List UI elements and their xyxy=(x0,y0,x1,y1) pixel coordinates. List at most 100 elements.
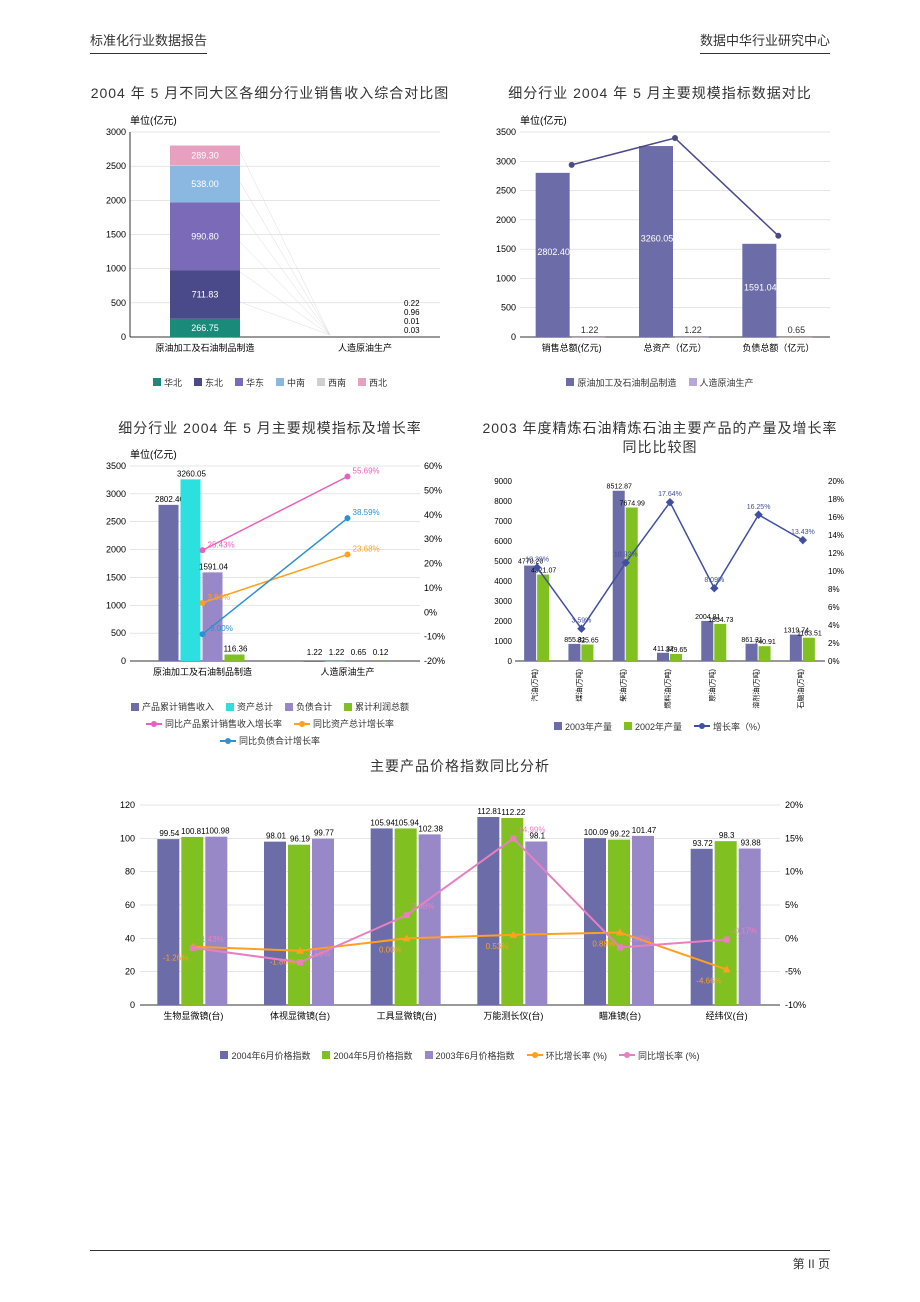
svg-text:8512.87: 8512.87 xyxy=(607,484,632,491)
svg-text:3000: 3000 xyxy=(106,127,126,137)
svg-text:-0.17%: -0.17% xyxy=(732,926,757,935)
svg-text:6%: 6% xyxy=(828,603,840,612)
svg-text:-20%: -20% xyxy=(424,656,445,666)
legend-item: 同比资产总计增长率 xyxy=(294,717,394,730)
chart3-title: 细分行业 2004 年 5 月主要规模指标及增长率 xyxy=(90,419,450,439)
svg-text:瞄准镜(台): 瞄准镜(台) xyxy=(599,1010,641,1021)
svg-text:1.22: 1.22 xyxy=(307,648,323,657)
page-header: 标准化行业数据报告 数据中华行业研究中心 xyxy=(0,0,920,54)
chart2-legend: 原油加工及石油制品制造人造原油生产 xyxy=(480,376,840,389)
svg-text:349.65: 349.65 xyxy=(666,647,688,654)
legend-item: 资产总计 xyxy=(226,700,273,713)
legend-item: 同比负债合计增长率 xyxy=(220,734,320,747)
svg-text:原油加工及石油制品制造: 原油加工及石油制品制造 xyxy=(153,666,252,677)
svg-text:93.72: 93.72 xyxy=(693,839,714,848)
legend-item: 华北 xyxy=(153,376,182,389)
svg-text:4%: 4% xyxy=(828,621,840,630)
svg-text:25.43%: 25.43% xyxy=(208,540,235,549)
chart5-legend: 2004年6月价格指数2004年5月价格指数2003年6月价格指数环比增长率 (… xyxy=(90,1049,830,1062)
svg-text:1.22: 1.22 xyxy=(684,325,702,335)
page: 标准化行业数据报告 数据中华行业研究中心 2004 年 5 月不同大区各细分行业… xyxy=(0,0,920,1302)
chart2-title: 细分行业 2004 年 5 月主要规模指标数据对比 xyxy=(480,84,840,104)
svg-text:生物显微镜(台): 生物显微镜(台) xyxy=(163,1010,223,1021)
svg-text:柴油(万吨): 柴油(万吨) xyxy=(619,669,628,702)
legend-item: 增长率（%） xyxy=(694,720,766,733)
legend-item: 西南 xyxy=(317,376,346,389)
legend-item: 人造原油生产 xyxy=(689,376,754,389)
svg-text:500: 500 xyxy=(111,297,126,307)
svg-text:-9.00%: -9.00% xyxy=(208,624,233,633)
svg-text:3260.05: 3260.05 xyxy=(177,470,206,479)
legend-item: 2002年产量 xyxy=(624,720,682,733)
svg-text:40: 40 xyxy=(125,933,135,943)
svg-text:-1.43%: -1.43% xyxy=(198,935,223,944)
svg-text:7674.99: 7674.99 xyxy=(620,500,645,507)
svg-text:3000: 3000 xyxy=(494,597,512,606)
svg-text:3260.05: 3260.05 xyxy=(641,233,674,243)
svg-text:-3.59%: -3.59% xyxy=(305,949,330,958)
svg-text:-5%: -5% xyxy=(785,966,801,976)
svg-text:3.59%: 3.59% xyxy=(571,617,591,624)
svg-text:燃料油(万吨): 燃料油(万吨) xyxy=(663,669,672,709)
svg-text:1.22: 1.22 xyxy=(329,648,345,657)
chart1-box: 2004 年 5 月不同大区各细分行业销售收入综合对比图 单位(亿元)05001… xyxy=(90,74,450,389)
svg-text:原油(万吨): 原油(万吨) xyxy=(707,669,716,702)
svg-text:0.22: 0.22 xyxy=(404,299,420,308)
svg-text:40%: 40% xyxy=(424,510,442,520)
svg-text:538.00: 538.00 xyxy=(191,179,219,189)
chart5-title: 主要产品价格指数同比分析 xyxy=(90,757,830,777)
svg-text:8%: 8% xyxy=(828,585,840,594)
svg-text:16%: 16% xyxy=(828,513,844,522)
svg-text:99.22: 99.22 xyxy=(610,829,631,838)
svg-text:单位(亿元): 单位(亿元) xyxy=(520,114,567,127)
svg-text:20%: 20% xyxy=(424,559,442,569)
chart1-title: 2004 年 5 月不同大区各细分行业销售收入综合对比图 xyxy=(90,84,450,104)
svg-text:-1.26%: -1.26% xyxy=(163,954,188,963)
svg-text:4000: 4000 xyxy=(494,577,512,586)
svg-text:-10%: -10% xyxy=(424,632,445,642)
svg-text:120: 120 xyxy=(120,800,135,810)
svg-text:13.43%: 13.43% xyxy=(791,529,815,536)
legend-item: 东北 xyxy=(194,376,223,389)
svg-text:100.09: 100.09 xyxy=(584,828,609,837)
svg-text:0.00%: 0.00% xyxy=(379,945,402,954)
svg-text:14%: 14% xyxy=(828,531,844,540)
svg-text:12%: 12% xyxy=(828,549,844,558)
svg-text:2500: 2500 xyxy=(106,517,126,527)
chart5-svg: 020406080100120-10%-5%0%5%10%15%20%99.54… xyxy=(90,785,830,1045)
svg-text:1000: 1000 xyxy=(494,637,512,646)
page-footer: 第 II 页 xyxy=(90,1250,830,1272)
svg-text:8000: 8000 xyxy=(494,497,512,506)
svg-text:0.12: 0.12 xyxy=(373,648,389,657)
svg-text:0: 0 xyxy=(511,332,516,342)
chart5-box: 主要产品价格指数同比分析 020406080100120-10%-5%0%5%1… xyxy=(90,757,830,1062)
svg-text:10.39%: 10.39% xyxy=(525,556,549,563)
svg-text:96.19: 96.19 xyxy=(290,834,311,843)
svg-text:3000: 3000 xyxy=(106,489,126,499)
svg-text:3.48%: 3.48% xyxy=(412,902,435,911)
svg-text:14.99%: 14.99% xyxy=(518,825,545,834)
svg-text:98.3: 98.3 xyxy=(719,831,735,840)
svg-text:1591.04: 1591.04 xyxy=(744,282,777,292)
svg-text:105.94: 105.94 xyxy=(370,818,395,827)
svg-text:7000: 7000 xyxy=(494,517,512,526)
svg-text:原油加工及石油制品制造: 原油加工及石油制品制造 xyxy=(155,342,254,353)
legend-item: 同比增长率 (%) xyxy=(619,1049,700,1062)
svg-text:2500: 2500 xyxy=(106,161,126,171)
header-left: 标准化行业数据报告 xyxy=(90,30,207,54)
svg-text:销售总额(亿元): 销售总额(亿元) xyxy=(542,342,602,353)
svg-text:0: 0 xyxy=(121,332,126,342)
legend-item: 西北 xyxy=(358,376,387,389)
charts-grid: 2004 年 5 月不同大区各细分行业销售收入综合对比图 单位(亿元) 0 500 1… xyxy=(0,54,920,747)
svg-text:8.09%: 8.09% xyxy=(704,577,724,584)
svg-text:93.88: 93.88 xyxy=(741,838,762,847)
svg-text:60%: 60% xyxy=(424,461,442,471)
svg-text:工具显微镜(台): 工具显微镜(台) xyxy=(377,1010,437,1021)
legend-item: 同比产品累计销售收入增长率 xyxy=(146,717,282,730)
svg-text:-1.36%: -1.36% xyxy=(625,934,650,943)
svg-text:1163.51: 1163.51 xyxy=(797,631,822,638)
svg-text:15%: 15% xyxy=(785,833,803,843)
svg-text:825.65: 825.65 xyxy=(577,637,599,644)
svg-text:10%: 10% xyxy=(424,583,442,593)
svg-text:0.65: 0.65 xyxy=(788,325,806,335)
